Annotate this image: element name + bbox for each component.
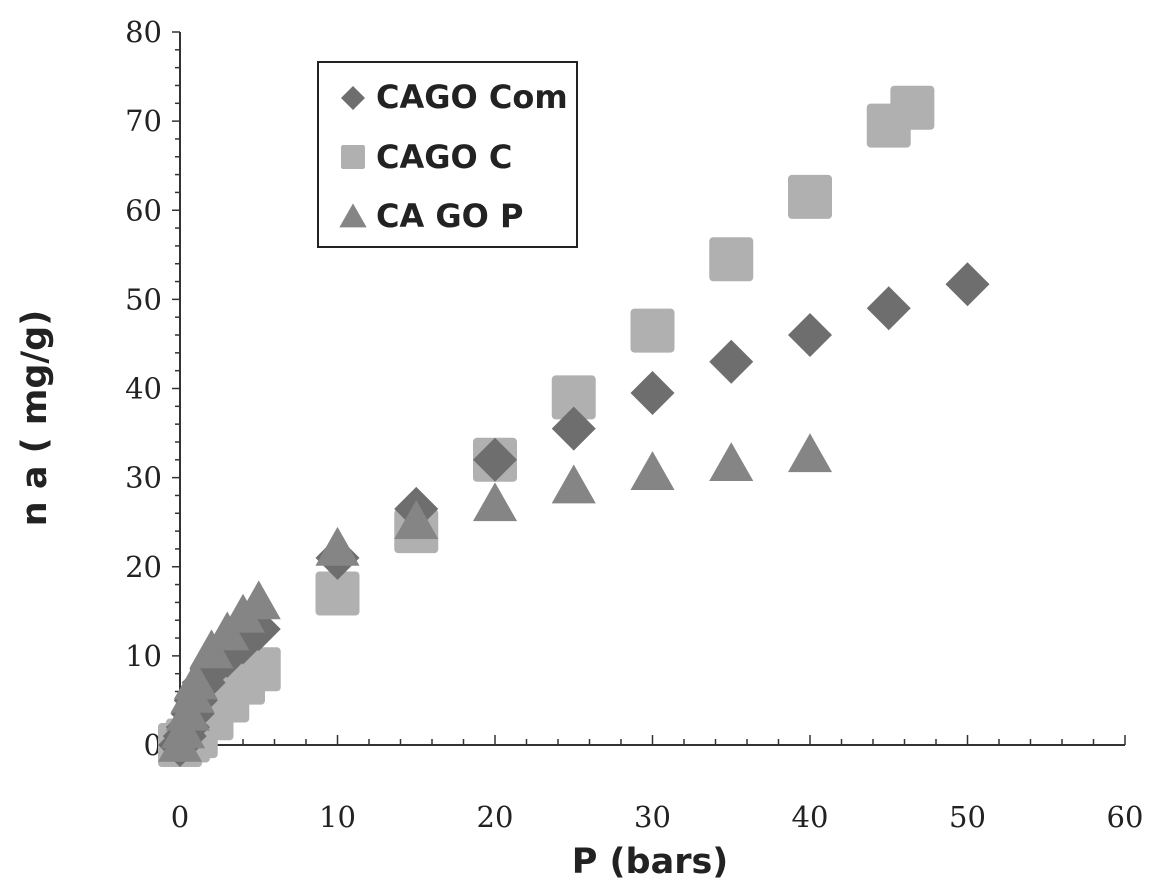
y-tick-label: 20 [125, 550, 162, 584]
x-tick-label: 50 [949, 800, 986, 834]
square-point [890, 85, 935, 130]
legend-label-ca-go-p: CA GO P [376, 197, 523, 235]
x-tick-label: 30 [634, 800, 671, 834]
diamond-point [945, 262, 990, 307]
diamond-point [709, 339, 754, 384]
y-tick-label: 50 [125, 282, 162, 316]
x-tick-label: 20 [477, 800, 514, 834]
legend-square-marker [341, 145, 365, 169]
diamond-point [551, 406, 596, 451]
legend: CAGO Com CAGO C CA GO P [317, 61, 578, 248]
legend-diamond-marker [341, 86, 365, 110]
y-tick-label: 70 [125, 104, 162, 138]
legend-label-cago-com: CAGO Com [376, 78, 568, 116]
y-tick-label: 10 [125, 639, 162, 673]
triangle-point [630, 451, 675, 490]
x-axis-title: P (bars) [572, 842, 729, 882]
triangle-point [472, 482, 518, 522]
x-tick-label: 60 [1107, 800, 1144, 834]
triangle-point [315, 526, 360, 566]
square-point [315, 571, 360, 616]
legend-markers [339, 86, 367, 228]
triangle-point [551, 464, 596, 504]
x-tick-label: 40 [792, 800, 829, 834]
diamond-point [866, 286, 911, 331]
y-tick-label: 80 [125, 15, 162, 49]
y-tick-label: 30 [125, 461, 162, 495]
y-axis-title: n a ( mg/g) [15, 310, 55, 526]
triangle-point [173, 660, 218, 700]
y-tick-label: 0 [144, 728, 162, 762]
square-point [630, 308, 675, 353]
series-cago-com [158, 262, 990, 767]
triangle-point [394, 500, 439, 539]
diamond-point [788, 313, 832, 358]
square-point [551, 375, 596, 420]
triangle-point [709, 442, 754, 482]
data-marks-layer [157, 85, 990, 767]
y-tick-label: 40 [125, 372, 162, 406]
axes-layer: 0 10 20 30 40 50 60 70 80 0 10 20 30 40 50 60 [125, 15, 1143, 834]
y-tick-label: 60 [125, 193, 162, 227]
x-tick-label: 10 [319, 800, 356, 834]
legend-triangle-marker [339, 203, 367, 228]
x-tick-label: 0 [171, 800, 189, 834]
series-ca-go-p [157, 433, 833, 762]
triangle-point [787, 433, 833, 473]
square-point [788, 174, 832, 219]
square-point [709, 237, 754, 282]
legend-label-cago-c: CAGO C [376, 138, 512, 176]
diamond-point [473, 437, 517, 482]
triangle-point [236, 580, 281, 620]
diamond-point [630, 370, 675, 415]
